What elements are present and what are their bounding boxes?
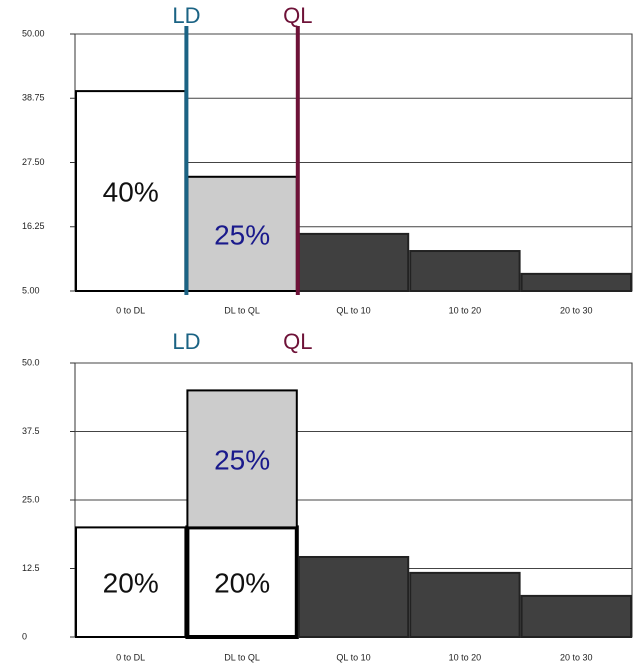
x-tick-label: 0 to DL <box>116 652 145 662</box>
value-label: 20% <box>214 568 270 599</box>
annotation: QL <box>283 3 312 28</box>
x-tick-label: 10 to 20 <box>449 652 482 662</box>
value-label: 25% <box>214 219 270 250</box>
bar <box>185 525 299 640</box>
value-label: 40% <box>103 176 159 207</box>
bar <box>297 232 410 292</box>
x-tick-label: QL to 10 <box>336 652 370 662</box>
y-tick-label: 5.00 <box>22 285 40 295</box>
bar <box>520 272 632 293</box>
x-tick-label: DL to QL <box>224 305 260 315</box>
annotation: LD <box>172 3 200 28</box>
y-tick-label: 25.0 <box>22 494 40 504</box>
x-tick-label: DL to QL <box>224 652 260 662</box>
bar <box>409 571 521 638</box>
bar <box>520 594 632 639</box>
annotation: QL <box>283 329 312 354</box>
x-tick-label: 20 to 30 <box>560 305 593 315</box>
bar <box>297 555 410 639</box>
x-tick-label: 0 to DL <box>116 305 145 315</box>
y-tick-label: 50.00 <box>22 28 45 38</box>
bar <box>186 389 298 529</box>
bar <box>75 90 187 292</box>
value-label: 20% <box>103 568 159 599</box>
y-tick-label: 12.5 <box>22 563 40 573</box>
x-tick-label: QL to 10 <box>336 305 370 315</box>
value-label: 25% <box>214 444 270 475</box>
bar <box>409 250 521 292</box>
y-tick-label: 50.0 <box>22 357 40 367</box>
y-tick-label: 27.50 <box>22 157 45 167</box>
x-tick-label: 10 to 20 <box>449 305 482 315</box>
bar <box>75 526 187 639</box>
annotation: LD <box>172 329 200 354</box>
y-tick-label: 0 <box>22 631 27 641</box>
y-tick-label: 16.25 <box>22 221 45 231</box>
y-tick-label: 37.5 <box>22 426 40 436</box>
x-tick-label: 20 to 30 <box>560 652 593 662</box>
y-tick-label: 38.75 <box>22 93 45 103</box>
